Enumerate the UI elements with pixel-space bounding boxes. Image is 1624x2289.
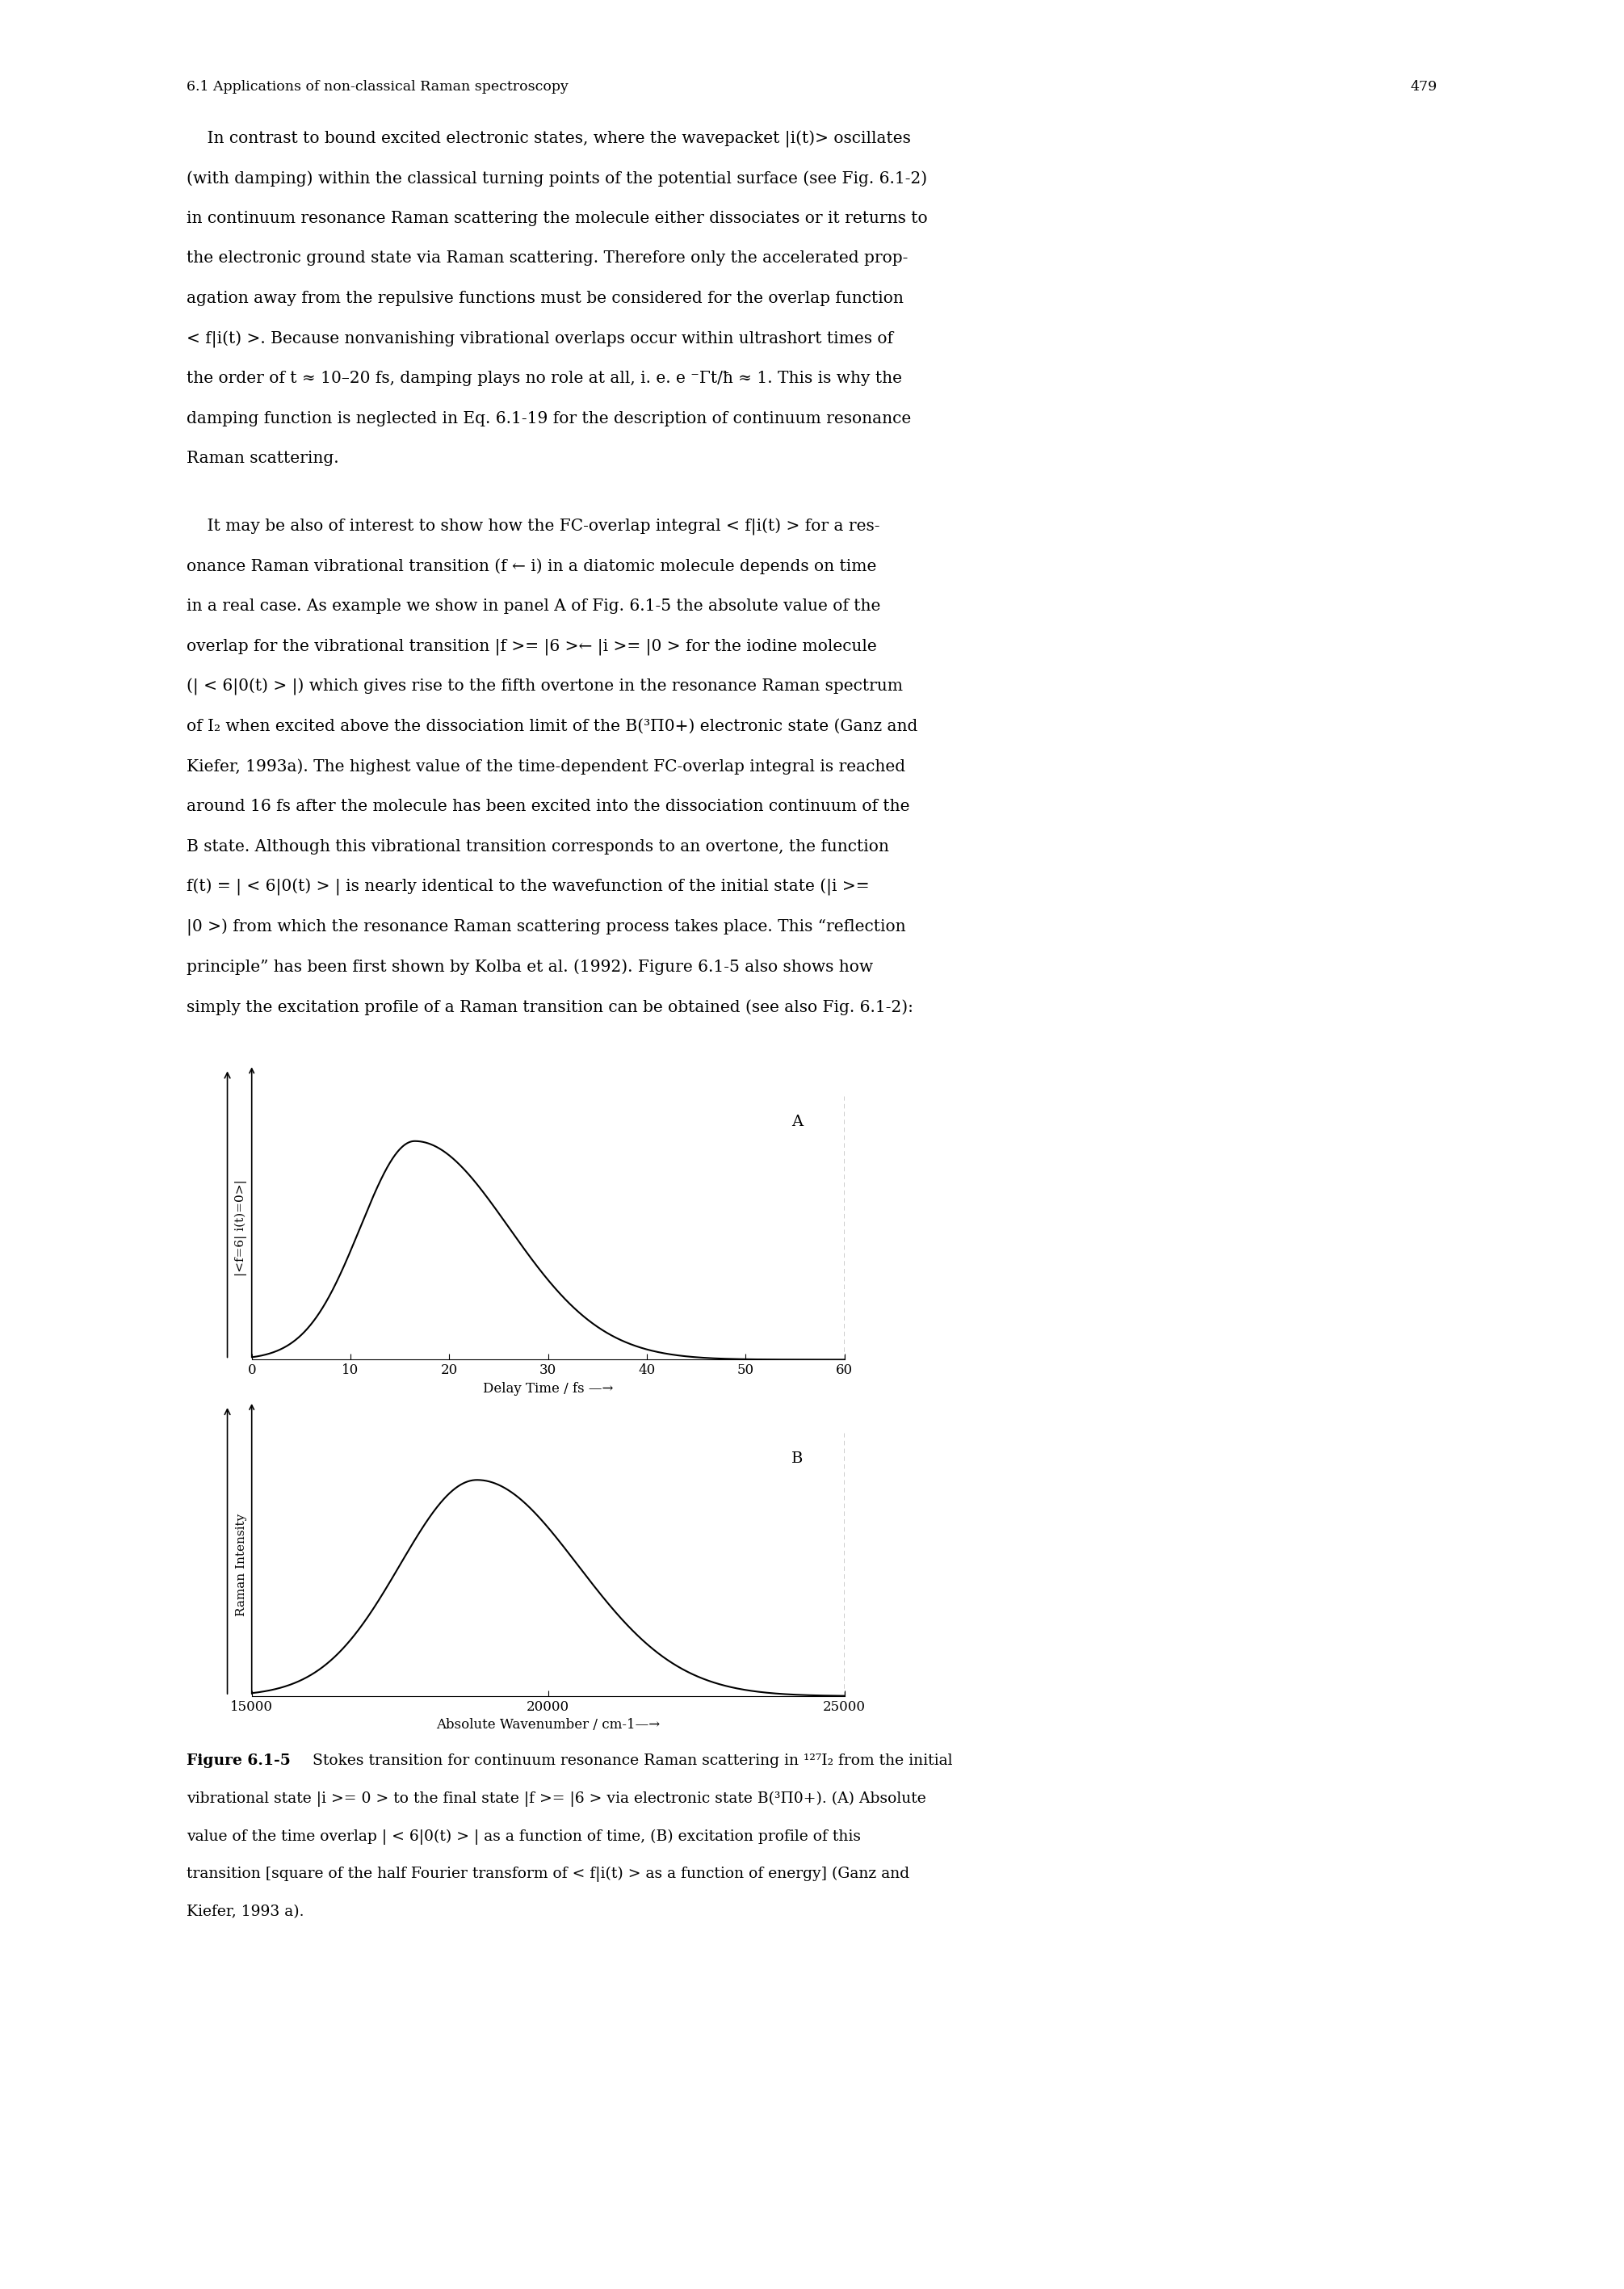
Text: transition [square of the half Fourier transform of < f|i(t) > as a function of : transition [square of the half Fourier t… xyxy=(187,1868,909,1882)
Text: < f|i(t) >. Because nonvanishing vibrational overlaps occur within ultrashort ti: < f|i(t) >. Because nonvanishing vibrati… xyxy=(187,332,893,348)
Text: the electronic ground state via Raman scattering. Therefore only the accelerated: the electronic ground state via Raman sc… xyxy=(187,252,908,266)
Text: vibrational state |i >= 0 > to the final state |f >= |6 > via electronic state B: vibrational state |i >= 0 > to the final… xyxy=(187,1792,926,1806)
Text: Figure 6.1-5: Figure 6.1-5 xyxy=(187,1753,291,1767)
Text: |0 >) from which the resonance Raman scattering process takes place. This “refle: |0 >) from which the resonance Raman sca… xyxy=(187,920,906,936)
Text: 6.1 Applications of non-classical Raman spectroscopy: 6.1 Applications of non-classical Raman … xyxy=(187,80,568,94)
X-axis label: Delay Time / fs —→: Delay Time / fs —→ xyxy=(482,1383,614,1396)
Text: Raman scattering.: Raman scattering. xyxy=(187,451,339,467)
Text: B state. Although this vibrational transition corresponds to an overtone, the fu: B state. Although this vibrational trans… xyxy=(187,840,890,854)
Text: Kiefer, 1993 a).: Kiefer, 1993 a). xyxy=(187,1904,304,1918)
Text: (with damping) within the classical turning points of the potential surface (see: (with damping) within the classical turn… xyxy=(187,169,927,185)
Text: of I₂ when excited above the dissociation limit of the B(³Π0+) electronic state : of I₂ when excited above the dissociatio… xyxy=(187,719,918,735)
Text: the order of t ≈ 10–20 fs, damping plays no role at all, i. e. e ⁻Γt/ħ ≈ 1. This: the order of t ≈ 10–20 fs, damping plays… xyxy=(187,371,903,387)
Text: onance Raman vibrational transition (f ← i) in a diatomic molecule depends on ti: onance Raman vibrational transition (f ←… xyxy=(187,559,877,575)
Text: It may be also of interest to show how the FC-overlap integral < f|i(t) > for a : It may be also of interest to show how t… xyxy=(187,520,880,536)
Text: damping function is neglected in Eq. 6.1-19 for the description of continuum res: damping function is neglected in Eq. 6.1… xyxy=(187,412,911,426)
Text: simply the excitation profile of a Raman transition can be obtained (see also Fi: simply the excitation profile of a Raman… xyxy=(187,1000,914,1014)
Text: Kiefer, 1993a). The highest value of the time-dependent FC-overlap integral is r: Kiefer, 1993a). The highest value of the… xyxy=(187,760,906,774)
Text: In contrast to bound excited electronic states, where the wavepacket |i(t)> osci: In contrast to bound excited electronic … xyxy=(187,130,911,146)
Text: (| < 6|0(t) > |) which gives rise to the fifth overtone in the resonance Raman s: (| < 6|0(t) > |) which gives rise to the… xyxy=(187,680,903,696)
Text: overlap for the vibrational transition |f >= |6 >← |i >= |0 > for the iodine mol: overlap for the vibrational transition |… xyxy=(187,639,877,655)
Text: around 16 fs after the molecule has been excited into the dissociation continuum: around 16 fs after the molecule has been… xyxy=(187,799,909,815)
Text: 479: 479 xyxy=(1410,80,1437,94)
Text: value of the time overlap | < 6|0(t) > | as a function of time, (B) excitation p: value of the time overlap | < 6|0(t) > |… xyxy=(187,1829,861,1845)
Text: B: B xyxy=(791,1451,802,1465)
Text: principle” has been first shown by Kolba et al. (1992). Figure 6.1-5 also shows : principle” has been first shown by Kolba… xyxy=(187,959,874,975)
Text: in a real case. As example we show in panel A of Fig. 6.1-5 the absolute value o: in a real case. As example we show in pa… xyxy=(187,600,880,613)
Y-axis label: |<f=6| i(t)=0>|: |<f=6| i(t)=0>| xyxy=(235,1179,247,1277)
Text: f(t) = | < 6|0(t) > | is nearly identical to the wavefunction of the initial sta: f(t) = | < 6|0(t) > | is nearly identica… xyxy=(187,879,869,895)
Text: A: A xyxy=(791,1115,802,1128)
Text: Stokes transition for continuum resonance Raman scattering in ¹²⁷I₂ from the ini: Stokes transition for continuum resonanc… xyxy=(307,1753,952,1767)
Text: in continuum resonance Raman scattering the molecule either dissociates or it re: in continuum resonance Raman scattering … xyxy=(187,211,927,227)
X-axis label: Absolute Wavenumber / cm-1—→: Absolute Wavenumber / cm-1—→ xyxy=(437,1719,659,1733)
Y-axis label: Raman Intensity: Raman Intensity xyxy=(235,1513,247,1616)
Text: agation away from the repulsive functions must be considered for the overlap fun: agation away from the repulsive function… xyxy=(187,291,905,307)
